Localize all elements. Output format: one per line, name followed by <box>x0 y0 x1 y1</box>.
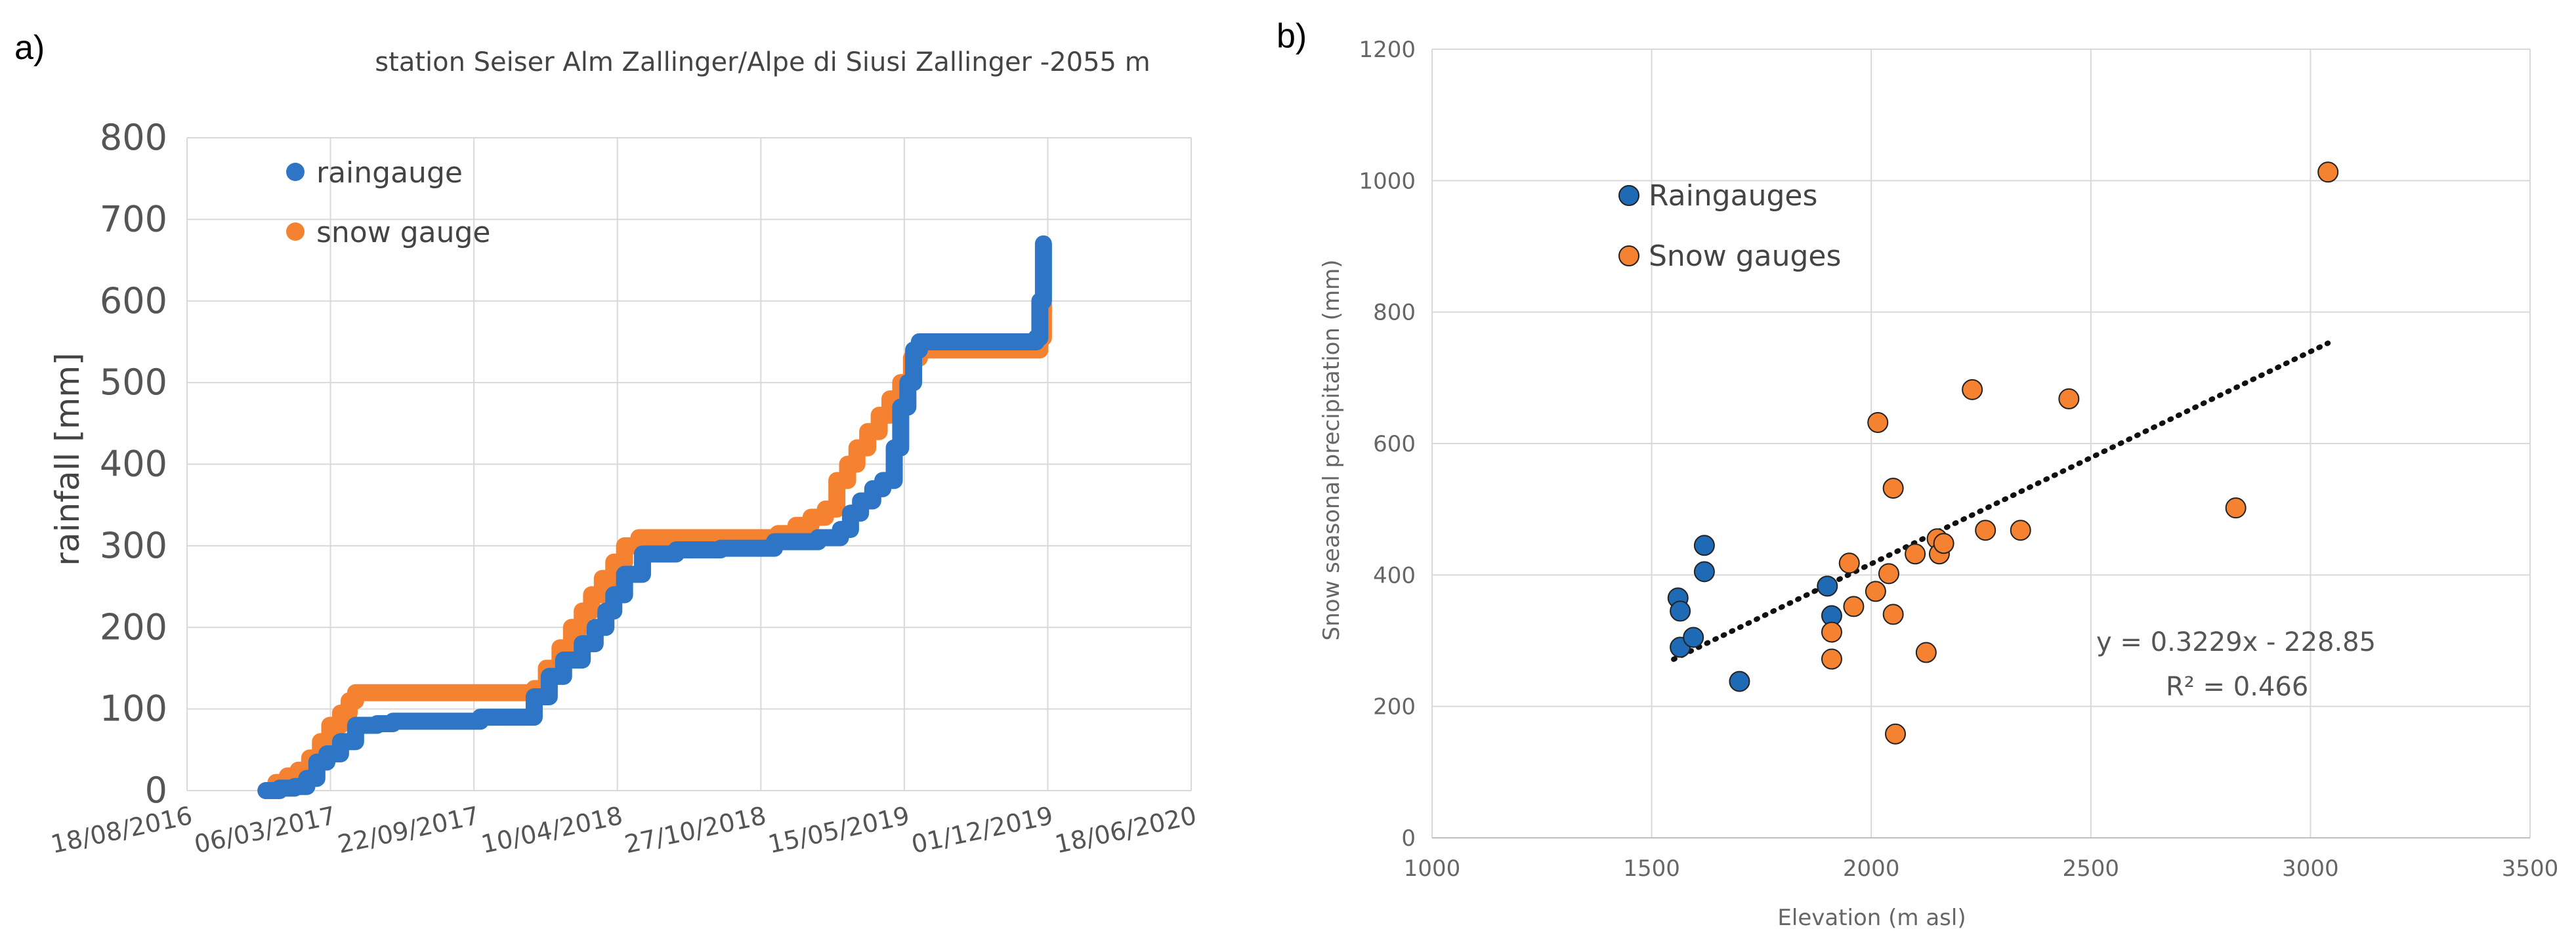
point-snow-gauges <box>1821 621 1842 643</box>
chart-b-x-axis-label: Elevation (m asl) <box>1777 905 1966 931</box>
point-snow-gauges <box>1838 552 1860 574</box>
point-snow-gauges <box>1885 723 1907 745</box>
point-raingauges <box>1670 600 1691 622</box>
point-snow-gauges <box>1882 604 1904 625</box>
panel-b-label: b) <box>1277 17 1307 55</box>
chart-a-x-tick-label: 10/04/2018 <box>478 801 625 859</box>
legend-snow-gauge-label: snow gauge <box>316 216 490 249</box>
chart-b-x-tick-label: 2500 <box>2063 856 2120 882</box>
chart-a-grid <box>186 137 1192 791</box>
point-raingauges <box>1693 535 1715 556</box>
chart-b-y-tick-label: 400 <box>1373 562 1416 589</box>
chart-b-x-tick-label: 3500 <box>2502 856 2559 882</box>
chart-a-y-tick-label: 0 <box>145 770 167 811</box>
chart-b-y-ticks: 0 200 400 600 800 1000 1200 <box>1359 37 1416 852</box>
series-snow-gauge-line <box>257 296 1052 799</box>
legend-raingauge-label: raingauge <box>316 156 463 190</box>
chart-b-trendline <box>1671 340 2331 662</box>
chart-b-y-tick-label: 200 <box>1373 694 1416 720</box>
point-snow-gauges <box>1867 411 1889 433</box>
chart-b-x-tick-label: 1000 <box>1404 856 1461 882</box>
trendline-equation: y = 0.3229x - 228.85 <box>2096 627 2376 657</box>
chart-a-x-tick-label: 18/06/2020 <box>1052 801 1198 859</box>
panel-a-label: a) <box>14 29 45 67</box>
chart-a-y-axis-label: rainfall [mm] <box>49 352 87 566</box>
point-snow-gauges <box>1821 648 1842 670</box>
point-snow-gauges <box>1843 596 1865 617</box>
chart-b-legend: Raingauges Snow gauges <box>1618 179 1841 273</box>
chart-b-y-tick-label: 0 <box>1401 825 1416 852</box>
chart-b-x-tick-label: 1500 <box>1623 856 1680 882</box>
chart-a-title: station Seiser Alm Zallinger/Alpe di Siu… <box>375 47 1150 77</box>
chart-a-y-tick-label: 100 <box>100 688 167 730</box>
chart-a-y-tick-label: 700 <box>100 198 167 239</box>
point-snow-gauges <box>2317 161 2339 183</box>
point-snow-gauges <box>1962 379 1983 400</box>
point-snow-gauges <box>1882 478 1904 499</box>
chart-b-x-ticks: 1000 1500 2000 2500 3000 3500 <box>1404 856 2559 882</box>
legend-snow-gauges-label: Snow gauges <box>1649 239 1841 273</box>
chart-a-x-tick-label: 15/05/2019 <box>765 801 912 859</box>
point-snow-gauges <box>1915 642 1937 663</box>
point-raingauges <box>1683 627 1704 648</box>
chart-a-x-tick-label: 22/09/2017 <box>335 801 482 859</box>
point-raingauges <box>1817 575 1838 597</box>
chart-a-x-tick-label: 18/08/2016 <box>48 801 194 859</box>
chart-a-y-tick-label: 800 <box>100 117 167 158</box>
legend-raingauges-marker <box>1618 185 1639 206</box>
chart-a-x-tick-label: 27/10/2018 <box>622 801 769 859</box>
chart-b-grid <box>1431 49 2531 838</box>
series-raingauge-line <box>257 235 1052 799</box>
chart-a-series <box>257 235 1052 799</box>
chart-b-x-tick-label: 3000 <box>2282 856 2339 882</box>
chart-b-y-tick-label: 800 <box>1373 300 1416 326</box>
chart-a-x-tick-label: 01/12/2019 <box>909 801 1055 859</box>
chart-b-y-tick-label: 600 <box>1373 431 1416 457</box>
chart-a-y-tick-label: 600 <box>100 280 167 321</box>
trendline-r-squared: R² = 0.466 <box>2166 672 2308 702</box>
chart-a-y-tick-label: 300 <box>100 525 167 566</box>
point-snow-gauges <box>2010 520 2031 541</box>
legend-raingauge-marker <box>286 163 305 181</box>
chart-b-points <box>1667 161 2339 745</box>
chart-a-y-ticks: 0 100 200 300 400 500 600 700 800 <box>100 117 167 811</box>
legend-snow-gauge-marker <box>286 222 305 241</box>
chart-a-x-tick-label: 06/03/2017 <box>192 801 338 859</box>
chart-b-y-axis-label: Snow seasonal precipitation (mm) <box>1319 260 1345 641</box>
point-snow-gauges <box>2225 497 2247 519</box>
chart-a-y-tick-label: 400 <box>100 444 167 485</box>
point-snow-gauges <box>1905 543 1926 565</box>
trendline <box>1671 340 2331 662</box>
point-snow-gauges <box>1878 563 1899 585</box>
point-raingauges <box>1693 561 1715 583</box>
legend-snow-gauges-marker <box>1618 245 1639 266</box>
panel-a: a) station Seiser Alm Zallinger/Alpe di … <box>14 29 1199 859</box>
legend-raingauges-label: Raingauges <box>1649 179 1817 213</box>
chart-b-y-tick-label: 1200 <box>1359 37 1416 63</box>
chart-b-y-tick-label: 1000 <box>1359 168 1416 194</box>
chart-a-y-tick-label: 200 <box>100 606 167 648</box>
chart-b-x-tick-label: 2000 <box>1843 856 1900 882</box>
point-snow-gauges <box>1975 520 1996 541</box>
point-snow-gauges <box>1865 581 1886 602</box>
point-snow-gauges <box>1933 533 1954 554</box>
panel-b: b) 0 200 400 600 800 1000 1200 1000 1500 2000 250… <box>1277 17 2558 931</box>
chart-a-y-tick-label: 500 <box>100 362 167 403</box>
chart-a-x-ticks: 18/08/201606/03/201722/09/201710/04/2018… <box>48 801 1198 859</box>
point-raingauges <box>1729 671 1750 692</box>
point-snow-gauges <box>2058 388 2080 409</box>
chart-a-legend: raingauge snow gauge <box>286 156 490 249</box>
